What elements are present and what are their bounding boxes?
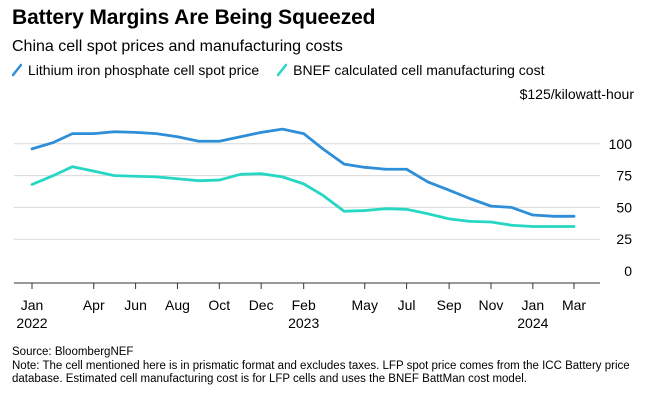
x-tick-label-7: May — [352, 297, 378, 313]
legend-swatch-bnef-cost — [277, 63, 288, 77]
x-tick-label-11: Jan — [522, 297, 545, 313]
x-tick-year-label-0: 2022 — [16, 315, 47, 331]
x-tick-label-6: Feb — [292, 297, 316, 313]
source-note: Source: BloombergNEF Note: The cell ment… — [12, 346, 632, 387]
legend-label-bnef-cost: BNEF calculated cell manufacturing cost — [293, 62, 545, 78]
chart-title: Battery Margins Are Being Squeezed — [12, 6, 376, 29]
y-tick-label-100: 100 — [609, 136, 633, 152]
x-tick-label-2: Jun — [124, 297, 147, 313]
y-tick-label-50: 50 — [616, 199, 632, 215]
legend-swatch-lfp-spot — [12, 63, 22, 77]
source-text: Source: BloombergNEF — [12, 346, 134, 358]
x-tick-year-label-11: 2024 — [517, 315, 548, 331]
x-tick-label-4: Oct — [208, 297, 230, 313]
y-tick-label-25: 25 — [616, 231, 632, 247]
series-line-bnef_cost — [30, 165, 576, 228]
x-tick-year-label-6: 2023 — [288, 315, 319, 331]
y-tick-label-0: 0 — [624, 263, 632, 279]
x-tick-label-10: Nov — [479, 297, 504, 313]
note-text: Note: The cell mentioned here is in pris… — [12, 359, 630, 386]
x-tick-label-5: Dec — [249, 297, 274, 313]
y-axis-unit-label: $125/kilowatt-hour — [519, 86, 634, 102]
legend: Lithium iron phosphate cell spot price B… — [12, 62, 544, 78]
series-line-lfp_spot — [30, 127, 576, 218]
x-tick-label-0: Jan — [21, 297, 44, 313]
x-tick-label-12: Mar — [562, 297, 586, 313]
x-tick-label-8: Jul — [398, 297, 416, 313]
x-tick-label-1: Apr — [83, 297, 105, 313]
legend-item-bnef-cost: BNEF calculated cell manufacturing cost — [277, 62, 544, 78]
chart-subtitle: China cell spot prices and manufacturing… — [12, 38, 343, 55]
x-tick-label-3: Aug — [165, 297, 190, 313]
y-tick-label-75: 75 — [616, 168, 632, 184]
legend-label-lfp-spot: Lithium iron phosphate cell spot price — [28, 62, 260, 78]
legend-line-lfp-spot — [12, 63, 22, 77]
legend-item-lfp-spot: Lithium iron phosphate cell spot price — [12, 62, 259, 78]
x-tick-label-9: Sep — [437, 297, 462, 313]
legend-line-bnef-cost — [277, 63, 288, 77]
